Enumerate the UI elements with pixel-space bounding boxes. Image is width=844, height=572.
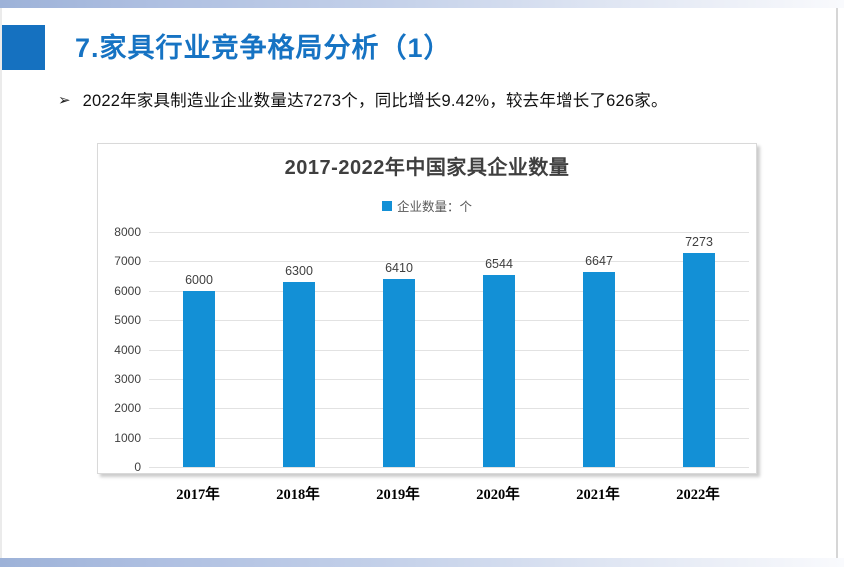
bar-2019年 [383, 278, 415, 467]
gridline [149, 349, 749, 351]
gridline [149, 467, 749, 468]
x-axis-label-2018年: 2018年 [276, 487, 320, 503]
bar-2018年 [283, 281, 315, 467]
y-axis-tick-label: 8000 [114, 225, 141, 239]
gridline [149, 261, 749, 263]
bar-value-label: 6000 [185, 272, 213, 287]
chart-panel: 2017-2022年中国家具企业数量 企业数量：个 8000 7000 6000 50… [97, 143, 757, 474]
gridline [149, 408, 749, 410]
x-axis-label-2021年: 2021年 [576, 487, 620, 503]
bar-value-label: 6647 [585, 253, 613, 268]
chart-title: 2017-2022年中国家具企业数量 [284, 157, 570, 179]
bar-2021年 [583, 271, 615, 467]
y-axis-tick-label: 1000 [114, 430, 141, 445]
gridline [149, 378, 749, 380]
legend-label: 企业数量：个 [396, 200, 472, 214]
bullet-arrow-icon: ➢ [58, 92, 71, 109]
y-axis-tick-label: 0 [134, 460, 141, 474]
x-axis-labels-row: 2017年 2018年 2019年 2020年 2021年 2022年 [97, 483, 757, 505]
bar-value-label: 7273 [685, 235, 713, 250]
slide-left-edge-line [0, 8, 2, 558]
x-axis-label-2020年: 2020年 [476, 487, 520, 503]
title-accent-square [2, 25, 45, 70]
gridline [149, 232, 749, 233]
bar-value-label: 6410 [385, 260, 413, 275]
bar-2022年 [683, 253, 715, 467]
chart-legend: 企业数量：个 [98, 196, 756, 215]
y-axis-tick-label: 3000 [114, 371, 141, 386]
bar-2020年 [483, 274, 515, 467]
gridline [149, 290, 749, 292]
bullet-line: ➢ 2022年家具制造业企业数量达7273个，同比增长9.42%，较去年增长了6… [58, 90, 668, 112]
bullet-text: 2022年家具制造业企业数量达7273个，同比增长9.42%，较去年增长了626… [82, 92, 668, 110]
y-axis-tick-label: 7000 [114, 254, 141, 269]
gridline [149, 320, 749, 322]
y-axis-tick-label: 2000 [114, 401, 141, 416]
y-axis-tick-label: 5000 [114, 313, 141, 328]
bar-value-label: 6544 [485, 256, 513, 271]
bar-2017年 [183, 290, 215, 467]
legend-color-swatch-icon [381, 200, 392, 211]
slide-top-decorative-band [0, 0, 844, 8]
slide-bottom-decorative-band [0, 558, 844, 567]
gridline [149, 437, 749, 439]
bar-value-label: 6300 [285, 263, 313, 278]
slide-right-edge-line [836, 8, 838, 558]
y-axis-tick-label: 6000 [114, 283, 141, 298]
slide-title: 7.家具行业竞争格局分析（1） [75, 33, 452, 63]
bar-chart-figure: 2017-2022年中国家具企业数量 企业数量：个 8000 7000 6000 50… [97, 143, 757, 505]
x-axis-label-2017年: 2017年 [176, 487, 220, 503]
plot-area: 8000 7000 6000 5000 4000 3000 2000 1000 0 6000 630… [98, 144, 756, 473]
y-axis-tick-label: 4000 [114, 342, 141, 357]
x-axis-label-2022年: 2022年 [676, 487, 720, 503]
x-axis-label-2019年: 2019年 [376, 487, 420, 503]
